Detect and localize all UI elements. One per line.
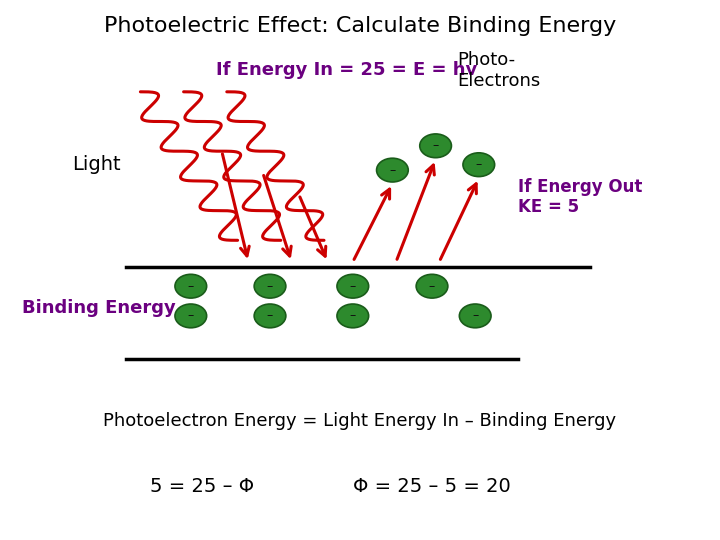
Circle shape [175, 274, 207, 298]
Text: –: – [188, 309, 194, 322]
Text: –: – [188, 280, 194, 293]
Text: –: – [350, 309, 356, 322]
Circle shape [416, 274, 448, 298]
Circle shape [459, 304, 491, 328]
Text: Binding Energy: Binding Energy [22, 299, 176, 317]
Circle shape [337, 274, 369, 298]
Text: –: – [267, 309, 273, 322]
Text: If Energy Out
KE = 5: If Energy Out KE = 5 [518, 178, 643, 217]
Circle shape [463, 153, 495, 177]
Text: Photoelectron Energy = Light Energy In – Binding Energy: Photoelectron Energy = Light Energy In –… [104, 412, 616, 430]
Text: Φ = 25 – 5 = 20: Φ = 25 – 5 = 20 [353, 476, 511, 496]
Text: –: – [350, 280, 356, 293]
Text: 5 = 25 – Φ: 5 = 25 – Φ [150, 476, 253, 496]
Text: –: – [390, 164, 395, 177]
Circle shape [254, 304, 286, 328]
Circle shape [420, 134, 451, 158]
Text: Photo-
Electrons: Photo- Electrons [457, 51, 541, 90]
Circle shape [337, 304, 369, 328]
Circle shape [254, 274, 286, 298]
Text: –: – [476, 158, 482, 171]
Text: If Energy In = 25 = E = hv: If Energy In = 25 = E = hv [216, 61, 477, 79]
Text: Light: Light [72, 155, 121, 174]
Circle shape [175, 304, 207, 328]
Text: Photoelectric Effect: Calculate Binding Energy: Photoelectric Effect: Calculate Binding … [104, 16, 616, 36]
Text: –: – [267, 280, 273, 293]
Text: –: – [429, 280, 435, 293]
Text: –: – [472, 309, 478, 322]
Text: –: – [433, 139, 438, 152]
Circle shape [377, 158, 408, 182]
